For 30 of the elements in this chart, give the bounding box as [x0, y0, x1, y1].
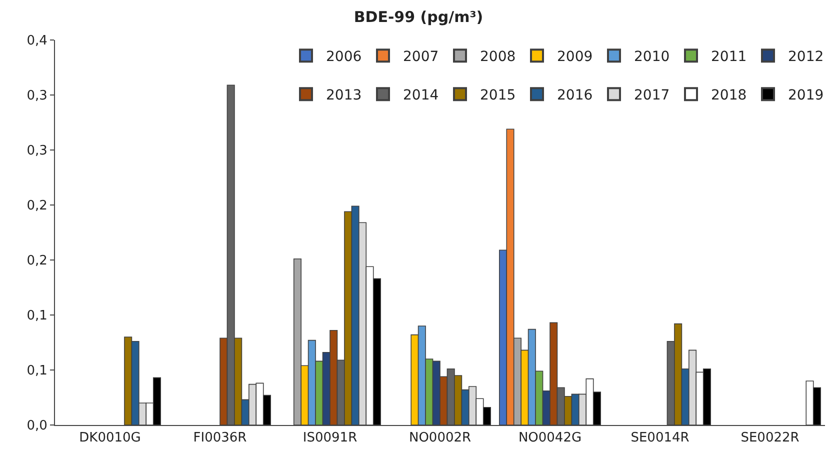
legend-label: 2014 [403, 88, 439, 104]
legend-label: 2012 [788, 49, 824, 66]
legend-label: 2013 [326, 88, 362, 104]
legend-label: 2019 [788, 88, 824, 104]
y-tick-label: 0,2 [26, 254, 48, 269]
legend-label: 2008 [480, 49, 516, 66]
legend-label: 2018 [711, 88, 747, 104]
legend-label: 2017 [634, 88, 670, 104]
x-tick-label: SE0022R [740, 430, 800, 446]
legend-label: 2006 [326, 49, 362, 66]
legend-label: 2016 [557, 88, 593, 104]
y-tick-label: 0,1 [26, 364, 48, 379]
legend-label: 2007 [403, 49, 439, 66]
y-tick-label: 0,2 [26, 198, 48, 214]
y-tick-label: 0,0 [26, 418, 48, 434]
x-tick-label: DK0010G [79, 430, 141, 446]
y-tick-label: 0,4 [26, 34, 48, 49]
legend-label: 2010 [634, 49, 670, 66]
chart-title: BDE-99 (pg/m³) [354, 8, 484, 26]
y-tick-label: 0,3 [26, 88, 48, 104]
x-tick-label: NO0042G [518, 430, 582, 446]
x-tick-label: NO0002R [408, 430, 472, 446]
y-tick-label: 0,1 [26, 308, 48, 324]
x-tick-label: SE0014R [630, 430, 690, 446]
y-tick-label: 0,3 [26, 144, 48, 159]
legend-label: 2009 [557, 49, 593, 66]
x-tick-label: IS0091R [302, 430, 358, 446]
legend-label: 2015 [480, 88, 516, 104]
x-tick-label: FI0036R [193, 430, 247, 446]
legend-label: 2011 [711, 49, 747, 66]
